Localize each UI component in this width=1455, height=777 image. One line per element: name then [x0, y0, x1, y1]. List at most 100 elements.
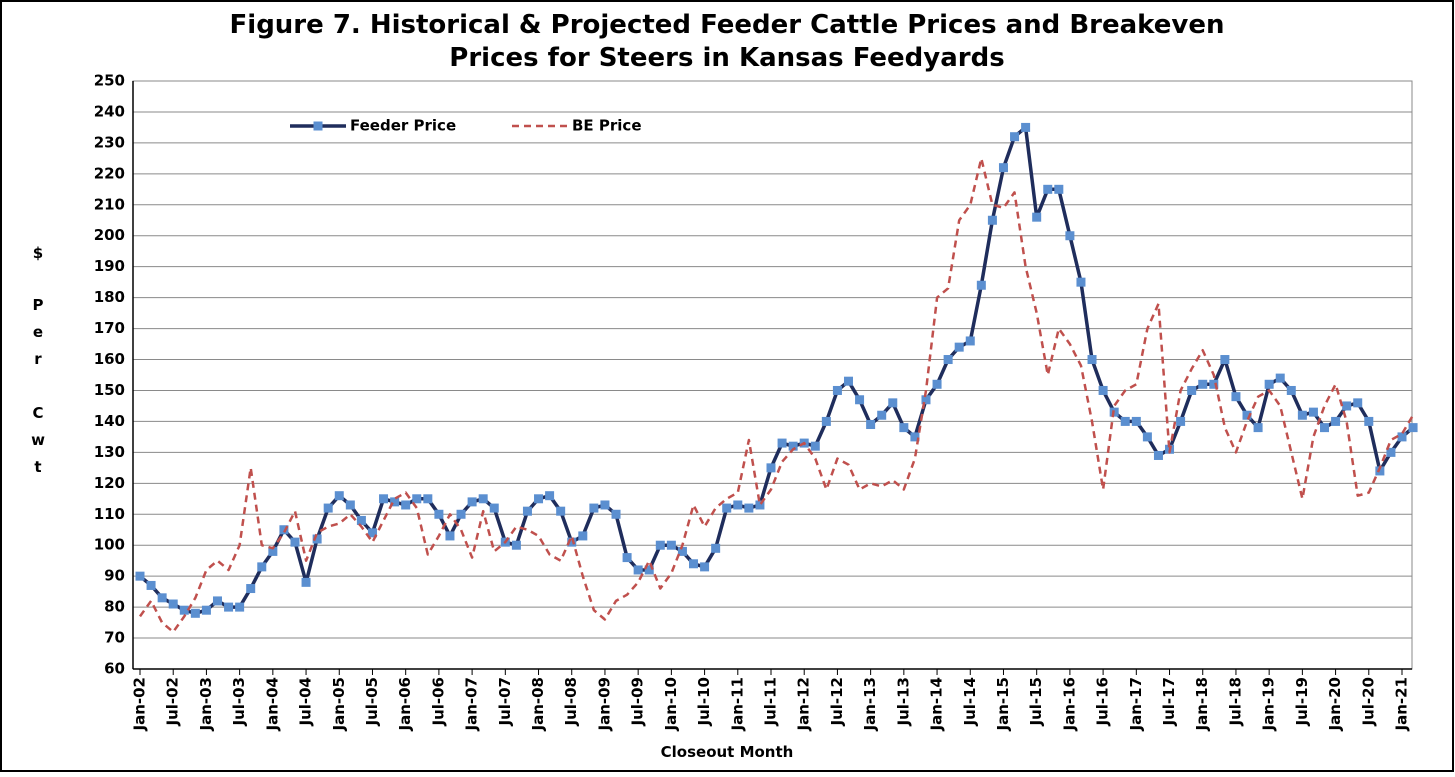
data-marker	[467, 497, 477, 507]
data-marker	[1297, 410, 1307, 420]
y-tick-label: 120	[94, 474, 125, 492]
data-marker	[401, 500, 411, 510]
data-marker	[1131, 416, 1141, 426]
data-marker	[290, 537, 300, 547]
data-marker	[522, 506, 532, 516]
data-marker	[578, 531, 588, 541]
data-marker	[334, 491, 344, 501]
data-marker	[412, 494, 422, 504]
data-marker	[1231, 392, 1241, 402]
x-tick-label: Jan-15	[994, 677, 1012, 731]
data-marker	[600, 500, 610, 510]
x-tick-label: Jan-03	[197, 677, 215, 731]
data-marker	[722, 503, 732, 513]
data-marker	[1275, 373, 1285, 383]
data-marker	[434, 509, 444, 519]
x-tick-label: Jan-18	[1193, 677, 1211, 731]
x-tick-label: Jul-03	[230, 677, 248, 727]
y-tick-label: 110	[94, 505, 125, 523]
data-marker	[655, 540, 665, 550]
x-tick-label: Jan-12	[795, 677, 813, 731]
x-tick-label: Jul-17	[1160, 677, 1178, 727]
data-marker	[810, 441, 820, 451]
data-marker	[212, 596, 222, 606]
data-marker	[279, 525, 289, 535]
data-marker	[910, 432, 920, 442]
data-marker	[1408, 423, 1418, 433]
chart-title: Figure 7. Historical & Projected Feeder …	[230, 10, 1225, 40]
y-tick-label: 100	[94, 536, 125, 554]
data-marker	[1397, 432, 1407, 442]
x-tick-label: Jul-06	[429, 677, 447, 727]
y-tick-label: 140	[94, 412, 125, 430]
x-tick-label: Jul-12	[828, 677, 846, 727]
data-marker	[545, 491, 555, 501]
data-marker	[1308, 407, 1318, 417]
x-tick-label: Jul-04	[297, 677, 315, 727]
data-marker	[943, 355, 953, 365]
data-marker	[611, 509, 621, 519]
x-tick-label: Jan-11	[728, 677, 746, 731]
y-tick-label: 180	[94, 288, 125, 306]
data-marker	[644, 565, 654, 575]
y-tick-label: 90	[104, 567, 125, 585]
data-marker	[1364, 416, 1374, 426]
data-marker	[766, 463, 776, 473]
data-marker	[345, 500, 355, 510]
data-marker	[1386, 447, 1396, 457]
data-marker	[445, 531, 455, 541]
data-marker	[379, 494, 389, 504]
data-marker	[1320, 423, 1330, 433]
x-tick-label: Jul-08	[562, 677, 580, 727]
data-marker	[456, 509, 466, 519]
data-marker	[1242, 410, 1252, 420]
data-marker	[356, 515, 366, 525]
data-marker	[711, 543, 721, 553]
y-tick-label: 150	[94, 381, 125, 399]
data-marker	[1087, 355, 1097, 365]
data-marker	[190, 608, 200, 618]
data-marker	[1098, 385, 1108, 395]
x-tick-label: Jan-05	[330, 677, 348, 731]
x-tick-label: Jul-14	[961, 677, 979, 727]
x-tick-label: Jan-21	[1393, 677, 1411, 731]
data-marker	[367, 528, 377, 538]
legend-label: BE Price	[572, 117, 642, 135]
data-marker	[201, 605, 211, 615]
data-marker	[755, 500, 765, 510]
data-marker	[246, 584, 256, 594]
data-marker	[1253, 423, 1263, 433]
data-marker	[146, 580, 156, 590]
y-tick-label: 210	[94, 195, 125, 213]
data-marker	[567, 537, 577, 547]
x-tick-label: Jan-09	[595, 677, 613, 731]
data-marker	[1286, 385, 1296, 395]
data-marker	[633, 565, 643, 575]
series-line	[138, 157, 1415, 634]
y-tick-label: 220	[94, 164, 125, 182]
y-tick-label: 80	[104, 598, 125, 616]
x-axis-label: Closeout Month	[661, 743, 794, 761]
data-marker	[556, 506, 566, 516]
x-tick-label: Jan-13	[861, 677, 879, 731]
data-marker	[866, 420, 876, 430]
data-marker	[1054, 184, 1064, 194]
data-marker	[1342, 401, 1352, 411]
data-marker	[821, 416, 831, 426]
x-tick-label: Jan-07	[463, 677, 481, 731]
data-marker	[976, 280, 986, 290]
x-tick-label: Jul-20	[1359, 677, 1377, 727]
y-tick-label: 240	[94, 102, 125, 120]
data-marker	[921, 395, 931, 405]
x-tick-label: Jul-02	[164, 677, 182, 727]
data-marker	[511, 540, 521, 550]
y-tick-label: 160	[94, 350, 125, 368]
x-tick-label: Jul-16	[1094, 677, 1112, 727]
y-axis-label: $	[33, 244, 43, 262]
legend-marker	[313, 121, 323, 131]
data-marker	[1353, 398, 1363, 408]
chart-title: Prices for Steers in Kansas Feedyards	[449, 43, 1004, 73]
data-marker	[987, 215, 997, 225]
